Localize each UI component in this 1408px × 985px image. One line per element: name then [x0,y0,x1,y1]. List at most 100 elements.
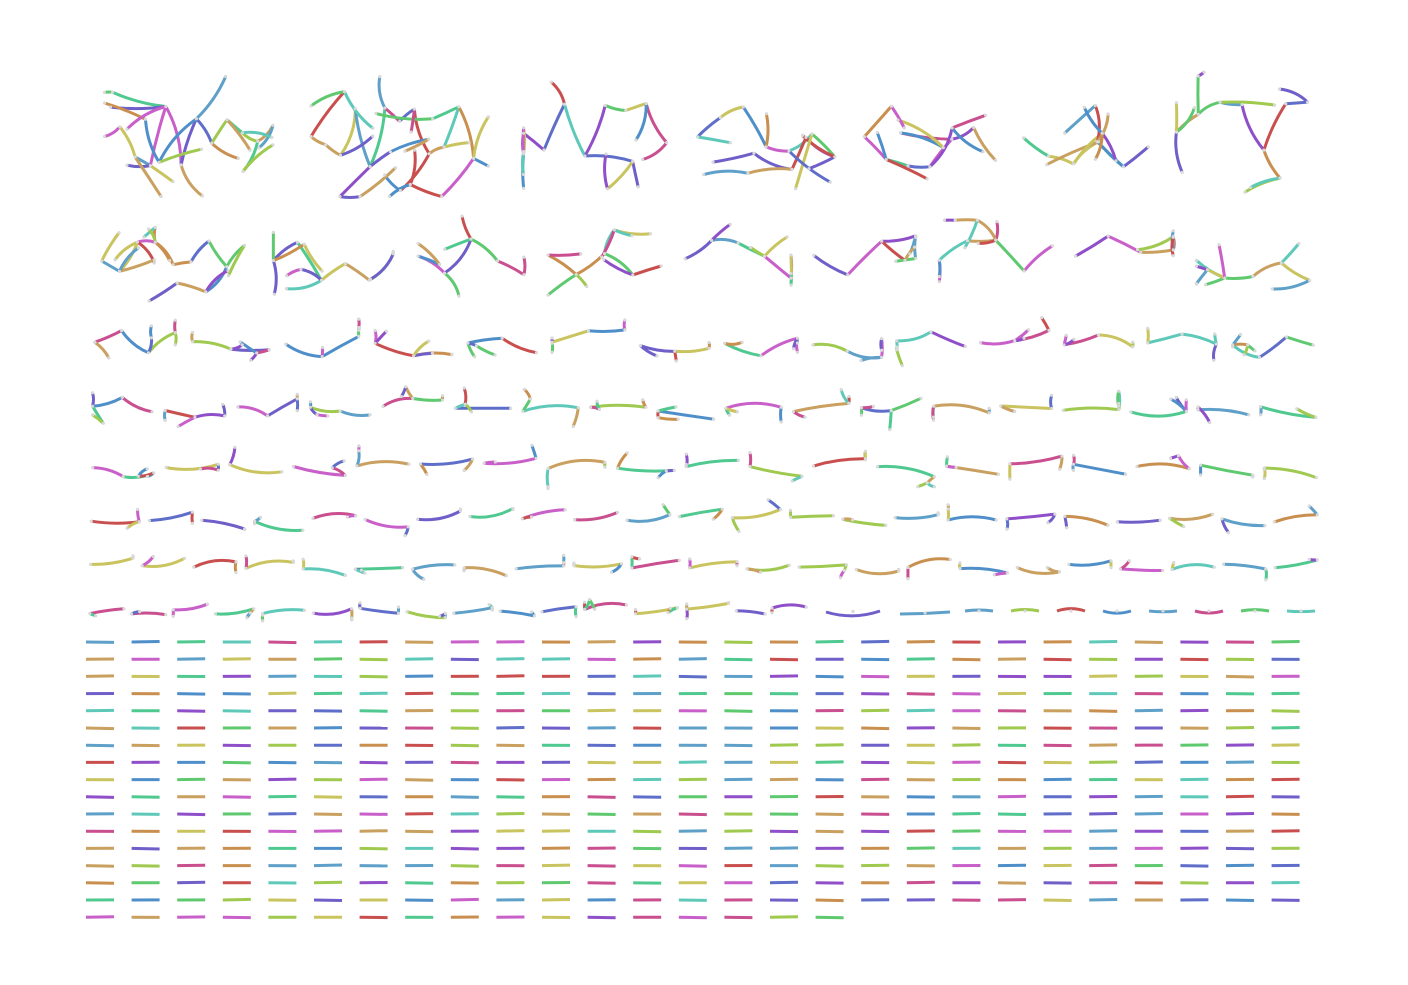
graph-edge [863,105,893,138]
single-edge-component [541,863,571,868]
graph-node [131,554,135,558]
graph-node [324,143,328,147]
graph-edge [286,279,323,291]
graph-node [789,283,793,287]
graph-component [812,234,918,277]
single-edge-component [1043,898,1072,902]
graph-node [1040,316,1044,320]
graph-node [1240,103,1244,107]
graph-node [453,406,457,410]
single-edge-component [815,639,844,644]
graph-node [932,404,936,408]
graph-edge [412,397,443,402]
graph-component [91,466,156,479]
graph-component [723,336,800,358]
single-edge-component [815,915,844,920]
graph-component [271,230,395,296]
graph-node [431,117,435,121]
graph-node [253,519,257,524]
graph-node [984,113,988,117]
graph-edge [1120,567,1163,573]
graph-node [398,119,402,123]
graph-node [1231,345,1235,349]
graph-node [403,149,407,153]
graph-node [546,253,550,257]
graph-component [260,608,307,623]
graph-node [182,556,187,560]
graph-node [795,350,800,354]
graph-node [391,252,395,256]
graph-node [735,410,739,414]
graph-component [572,561,624,574]
graph-node [199,147,204,151]
graph-node [458,507,463,511]
graph-edge [860,355,882,363]
graph-node [941,146,945,150]
graph-node [1251,475,1255,479]
graph-node [573,518,577,522]
single-edge-component [1225,674,1255,679]
graph-edge [1102,609,1132,615]
single-edge-component [222,897,251,902]
graph-edge [861,404,874,410]
graph-edge [1273,513,1318,524]
graph-node [1218,100,1222,104]
graph-edge [310,90,345,108]
graph-node [261,619,265,623]
graph-node [1272,520,1276,524]
graph-edge [1022,244,1054,272]
graph-node [1176,454,1180,458]
graph-node [152,261,156,265]
graph-component [630,555,681,570]
graph-node [1171,254,1175,258]
graph-node [198,467,202,471]
single-edge-component [85,795,115,799]
graph-node [271,143,275,147]
graph-edge [1098,333,1134,349]
graph-component [1146,326,1218,362]
graph-node [862,135,866,139]
graph-node [1270,287,1274,291]
graph-node [859,413,864,417]
graph-node [257,146,261,150]
graph-node [741,105,745,109]
graph-edge [309,90,346,138]
graph-node [542,148,546,152]
graph-edge [1140,248,1174,254]
graph-node [194,117,198,121]
graph-node [736,458,741,462]
graph-node [811,464,816,468]
graph-node [644,102,648,106]
graph-node [585,285,589,289]
graph-component [308,400,372,418]
graph-edge [149,325,153,339]
graph-node [766,498,770,502]
graph-node [1278,176,1282,180]
graph-node [730,516,734,520]
graph-edge [972,126,997,162]
graph-node [384,329,388,333]
graph-node [1109,566,1113,570]
graph-edge [177,415,196,428]
graph-component [540,605,578,619]
single-edge-component [177,692,206,696]
graph-edge [409,183,443,199]
graph-node [245,616,249,620]
graph-component [958,561,1010,577]
graph-edge [176,281,207,294]
graph-node [118,125,122,129]
graph-edge [89,607,125,616]
graph-component [192,558,238,575]
graph-node [493,353,497,357]
graph-node [94,614,98,618]
graph-node [355,464,359,468]
graph-node [790,167,794,171]
single-edge-component [313,812,343,816]
graph-node [457,294,461,298]
graph-node [135,240,139,244]
graph-node [656,409,660,413]
graph-edge [793,401,849,414]
graph-edge [225,118,252,152]
graph-node [572,564,576,568]
graph-edge [483,460,496,465]
